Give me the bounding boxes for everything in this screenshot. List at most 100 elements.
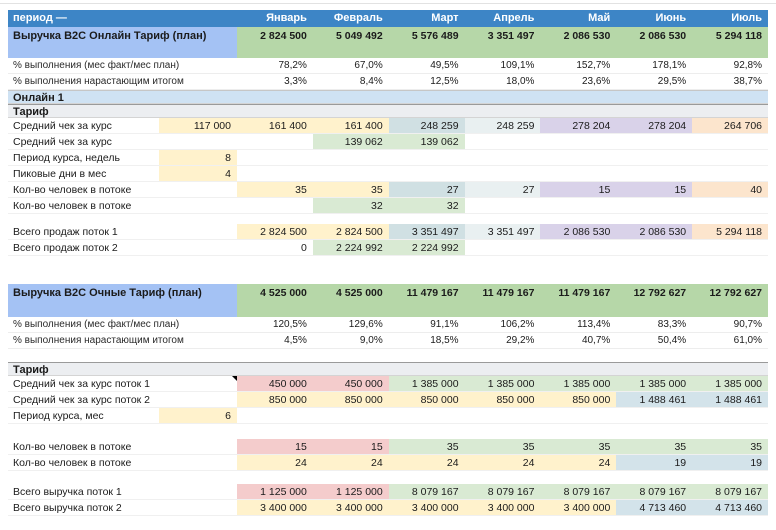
value-cell[interactable] xyxy=(540,150,616,165)
value-cell[interactable] xyxy=(237,134,313,149)
month-header-cell[interactable]: Май xyxy=(588,12,611,24)
input-value-cell[interactable] xyxy=(159,376,237,391)
section-band-label[interactable]: Онлайн 1 xyxy=(13,92,64,104)
value-cell[interactable]: 850 000 xyxy=(540,392,617,407)
value-cell[interactable]: 278 204 xyxy=(540,118,617,133)
value-cell[interactable]: 1 385 000 xyxy=(388,376,465,391)
value-cell[interactable] xyxy=(313,408,389,423)
value-cell[interactable]: 4 713 460 xyxy=(616,500,693,515)
value-cell[interactable]: 1 385 000 xyxy=(464,376,541,391)
value-cell[interactable] xyxy=(692,150,768,165)
value-cell[interactable]: 32 xyxy=(312,198,389,213)
value-cell[interactable] xyxy=(313,166,389,181)
value-cell[interactable]: 264 706 xyxy=(692,118,769,133)
pct-value-cell[interactable]: 113,4% xyxy=(577,319,611,330)
row-label-cell[interactable]: Кол-во человек в потоке xyxy=(13,441,132,453)
value-cell[interactable] xyxy=(692,408,768,423)
value-cell[interactable]: 1 488 461 xyxy=(616,392,693,407)
revenue-value-cell[interactable]: 2 824 500 xyxy=(237,27,313,58)
value-cell[interactable]: 27 xyxy=(388,182,465,197)
value-cell[interactable]: 850 000 xyxy=(312,392,389,407)
value-cell[interactable] xyxy=(237,166,313,181)
value-cell[interactable]: 450 000 xyxy=(237,376,313,391)
value-cell[interactable]: 1 125 000 xyxy=(312,484,389,499)
row-label-cell[interactable]: Период курса, мес xyxy=(13,410,104,422)
value-cell[interactable]: 3 400 000 xyxy=(464,500,541,515)
revenue-value-cell[interactable]: 5 294 118 xyxy=(692,27,769,58)
value-cell[interactable]: 8 079 167 xyxy=(464,484,541,499)
value-cell[interactable]: 35 xyxy=(540,439,617,454)
value-cell[interactable]: 3 400 000 xyxy=(540,500,617,515)
pct-value-cell[interactable]: 8,4% xyxy=(359,76,383,87)
revenue-value-cell[interactable]: 2 086 530 xyxy=(540,27,617,58)
value-cell[interactable]: 24 xyxy=(464,455,541,470)
pct-value-cell[interactable]: 178,1% xyxy=(652,60,687,71)
value-cell[interactable]: 8 079 167 xyxy=(540,484,617,499)
pct-row-label[interactable]: % выполнения (мес факт/мес план) xyxy=(13,319,180,330)
value-cell[interactable]: 15 xyxy=(312,439,389,454)
month-header-cell[interactable]: Март xyxy=(431,12,459,24)
value-cell[interactable] xyxy=(540,240,616,255)
pct-value-cell[interactable]: 38,7% xyxy=(733,76,763,87)
value-cell[interactable] xyxy=(540,134,616,149)
pct-value-cell[interactable]: 91,1% xyxy=(430,319,459,330)
value-cell[interactable] xyxy=(465,134,541,149)
pct-value-cell[interactable]: 78,2% xyxy=(278,60,307,71)
input-value-cell[interactable] xyxy=(159,439,237,454)
value-cell[interactable]: 35 xyxy=(312,182,389,197)
revenue-value-cell[interactable]: 11 479 167 xyxy=(464,284,541,317)
value-cell[interactable] xyxy=(237,198,313,213)
revenue-value-cell[interactable]: 2 086 530 xyxy=(616,27,693,58)
value-cell[interactable]: 15 xyxy=(616,182,693,197)
input-value-cell[interactable] xyxy=(159,500,237,515)
value-cell[interactable]: 3 400 000 xyxy=(388,500,465,515)
value-cell[interactable]: 24 xyxy=(388,455,465,470)
month-header-cell[interactable]: Февраль xyxy=(333,12,383,24)
row-label-cell[interactable]: Период курса, недель xyxy=(13,152,120,164)
value-cell[interactable]: 32 xyxy=(388,198,465,213)
value-cell[interactable]: 24 xyxy=(312,455,389,470)
month-header-cell[interactable]: Январь xyxy=(266,12,307,24)
value-cell[interactable]: 0 xyxy=(301,242,307,254)
input-value-cell[interactable] xyxy=(159,224,237,239)
revenue-value-cell[interactable]: 4 525 000 xyxy=(237,284,313,317)
value-cell[interactable]: 1 385 000 xyxy=(692,376,769,391)
value-cell[interactable]: 2 086 530 xyxy=(616,224,693,239)
value-cell[interactable] xyxy=(465,150,541,165)
pct-value-cell[interactable]: 4,5% xyxy=(284,335,307,346)
value-cell[interactable] xyxy=(540,408,616,423)
value-cell[interactable]: 161 400 xyxy=(237,118,313,133)
section-title-cell[interactable]: Выручка B2C Онлайн Тариф (план) xyxy=(8,27,237,58)
value-cell[interactable] xyxy=(389,166,465,181)
value-cell[interactable]: 24 xyxy=(540,455,617,470)
value-cell[interactable]: 3 351 497 xyxy=(388,224,465,239)
input-value-cell[interactable] xyxy=(159,392,237,407)
value-cell[interactable]: 1 385 000 xyxy=(540,376,617,391)
pct-row-label[interactable]: % выполнения нарастающим итогом xyxy=(13,335,184,346)
value-cell[interactable] xyxy=(540,166,616,181)
revenue-value-cell[interactable]: 4 525 000 xyxy=(312,284,389,317)
value-cell[interactable]: 850 000 xyxy=(388,392,465,407)
revenue-value-cell[interactable]: 12 792 627 xyxy=(692,284,769,317)
pct-value-cell[interactable]: 18,5% xyxy=(430,335,459,346)
value-cell[interactable]: 3 400 000 xyxy=(312,500,389,515)
pct-value-cell[interactable]: 50,4% xyxy=(657,335,687,346)
value-cell[interactable] xyxy=(692,198,768,213)
value-cell[interactable] xyxy=(465,240,541,255)
pct-value-cell[interactable]: 18,0% xyxy=(506,76,535,87)
month-header-cell[interactable]: Апрель xyxy=(493,12,535,24)
pct-value-cell[interactable]: 83,3% xyxy=(657,319,687,330)
value-cell[interactable] xyxy=(237,408,313,423)
value-cell[interactable]: 19 xyxy=(616,455,693,470)
input-value-cell[interactable] xyxy=(159,484,237,499)
value-cell[interactable] xyxy=(237,150,313,165)
pct-value-cell[interactable]: 23,6% xyxy=(581,76,611,87)
value-cell[interactable]: 1 125 000 xyxy=(237,484,313,499)
revenue-value-cell[interactable]: 5 049 492 xyxy=(312,27,389,58)
revenue-value-cell[interactable]: 11 479 167 xyxy=(388,284,465,317)
input-value-cell[interactable]: 4 xyxy=(159,166,237,181)
value-cell[interactable]: 2 224 992 xyxy=(388,240,465,255)
value-cell[interactable] xyxy=(616,134,692,149)
row-label-cell[interactable]: Кол-во человек в потоке xyxy=(13,457,132,469)
value-cell[interactable]: 35 xyxy=(692,439,769,454)
